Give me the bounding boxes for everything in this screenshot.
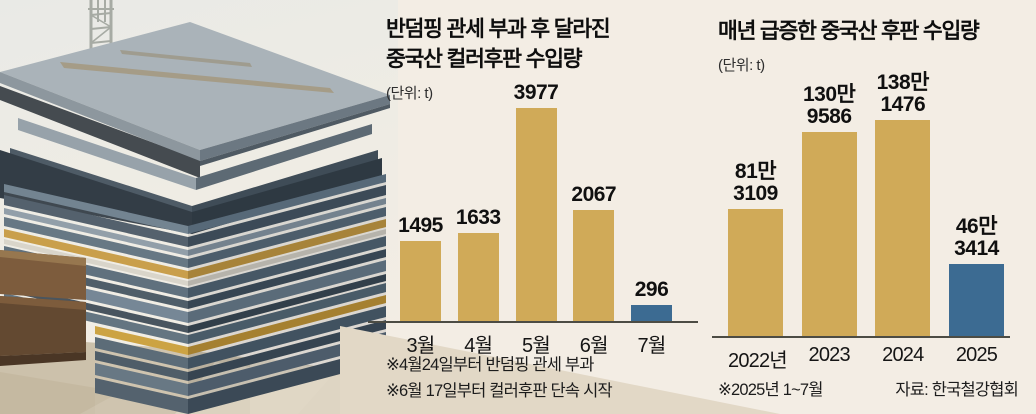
bar-value-line: 9586 bbox=[806, 105, 852, 128]
x-axis-label: 4월 bbox=[464, 335, 493, 357]
bar-value-label: 138만 1476 bbox=[876, 71, 930, 116]
chart2-plot-area: 81만 3109 130만 9586 138만 1476 bbox=[712, 70, 1010, 338]
bar-value-label: 130만 9586 bbox=[802, 83, 856, 128]
bar-value-line: 3109 bbox=[733, 182, 778, 205]
bar bbox=[728, 209, 783, 336]
x-axis-label: 6월 bbox=[579, 335, 609, 357]
bar-value-line: 81만 bbox=[734, 160, 777, 183]
bar-value-label: 2067 bbox=[571, 183, 617, 206]
x-axis-label: 3월 bbox=[406, 335, 436, 357]
bar-value-label: 46만 3414 bbox=[954, 216, 999, 260]
footnote: ※2025년 1~7월 bbox=[718, 381, 823, 399]
bar bbox=[573, 210, 615, 321]
bar-column: 46만 3414 bbox=[948, 216, 1004, 336]
bar-column: 3977 bbox=[513, 81, 559, 321]
bar bbox=[400, 241, 441, 321]
chart1-x-axis-labels: 3월 4월 5월 6월 7월 bbox=[368, 329, 698, 358]
bar-column: 2067 bbox=[571, 183, 617, 321]
bar bbox=[801, 132, 857, 336]
chart1-unit-label: (단위: t) bbox=[386, 85, 433, 102]
bar-column: 138만 1476 bbox=[875, 71, 931, 336]
bar-column: 1495 bbox=[398, 214, 443, 321]
footnote: ※4월24일부터 반덤핑 관세 부과 bbox=[386, 356, 595, 374]
steel-plates-photo bbox=[0, 0, 398, 414]
footnote: ※6월 17일부터 컬러후판 단속 시작 bbox=[386, 382, 613, 400]
bar-value-label: 81만 3109 bbox=[733, 161, 778, 205]
chart-yearly-plate-imports: 매년 급증한 중국산 후판 수입량 (단위: t) 81만 3109 130만 … bbox=[700, 0, 1036, 414]
chart1-title-line1: 반덤핑 관세 부과 후 달라진 bbox=[386, 17, 611, 41]
bar-value-label: 296 bbox=[634, 278, 669, 301]
chart2-x-axis-labels: 2022년 2023 2024 2025 bbox=[712, 344, 1010, 373]
bar-value-line: 138만 bbox=[876, 71, 930, 94]
bar-value-line: 1476 bbox=[880, 93, 926, 116]
x-axis-label: 2023 bbox=[808, 344, 851, 366]
chart1-footnotes: ※4월24일부터 반덤핑 관세 부과 ※6월 17일부터 컬러후판 단속 시작 bbox=[386, 352, 613, 404]
x-axis-label: 7월 bbox=[637, 335, 667, 357]
chart1-title-line2: 중국산 컬러후판 수입량 bbox=[386, 47, 583, 71]
bar bbox=[631, 305, 672, 321]
chart2-unit-label: (단위: t) bbox=[718, 57, 765, 74]
bar-value-line: 46만 bbox=[955, 215, 998, 238]
x-axis-label: 2022년 bbox=[728, 350, 788, 372]
bar-column: 296 bbox=[631, 279, 672, 321]
bar bbox=[875, 120, 931, 336]
x-axis-label: 2025 bbox=[955, 344, 998, 366]
crane-mast-icon bbox=[88, 0, 114, 60]
x-axis-label: 2024 bbox=[882, 344, 924, 366]
bar bbox=[457, 233, 499, 321]
chart2-title: 매년 급증한 중국산 후판 수입량 bbox=[718, 19, 980, 43]
x-axis-label: 5월 bbox=[522, 335, 551, 357]
bar-value-line: 3414 bbox=[954, 237, 999, 260]
chart-color-plate-imports: 반덤핑 관세 부과 후 달라진 중국산 컬러후판 수입량 (단위: t) 149… bbox=[366, 0, 700, 414]
chart1-title: 반덤핑 관세 부과 후 달라진 중국산 컬러후판 수입량 bbox=[386, 14, 700, 74]
chart1-plot-area: 1495 1633 3977 2067 296 bbox=[368, 77, 698, 323]
steel-billets bbox=[0, 250, 86, 366]
bar-value-label: 1495 bbox=[398, 214, 443, 237]
bar-value-label: 3977 bbox=[513, 81, 559, 104]
bar bbox=[948, 264, 1004, 336]
bar-value-line: 130만 bbox=[802, 83, 856, 106]
source-credit: 자료: 한국철강협회 bbox=[895, 381, 1018, 399]
bar-column: 130만 9586 bbox=[801, 83, 857, 336]
bar-value-label: 1633 bbox=[455, 206, 501, 229]
bar-column: 81만 3109 bbox=[728, 161, 783, 336]
bar bbox=[515, 108, 557, 321]
chart2-footnote-row: ※2025년 1~7월 자료: 한국철강협회 bbox=[718, 376, 1019, 400]
plate-stack bbox=[0, 22, 390, 414]
bar-column: 1633 bbox=[455, 206, 501, 321]
